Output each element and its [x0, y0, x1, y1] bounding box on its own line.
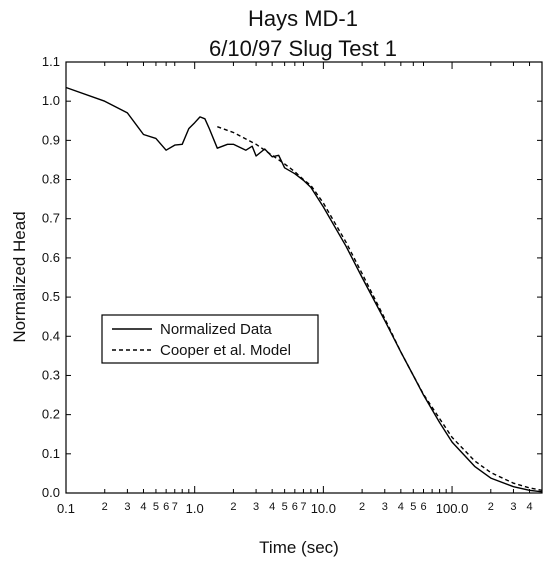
x-minor-tick-label: 6 [420, 501, 426, 513]
y-tick-label: 0.2 [42, 407, 60, 422]
x-minor-tick-label: 4 [526, 501, 532, 513]
x-tick-label: 1.0 [186, 501, 204, 516]
chart-ticks: 0.00.10.20.30.40.50.60.70.80.91.01.10.1 1… [42, 54, 542, 516]
y-tick-label: 0.7 [42, 211, 60, 226]
x-tick-label: 100.0 [436, 501, 469, 516]
x-minor-tick-label: 5 [410, 501, 416, 513]
y-tick-label: 0.1 [42, 446, 60, 461]
series-line-cooper-model [217, 126, 543, 491]
y-tick-label: 0.5 [42, 289, 60, 304]
chart-legend: Normalized Data Cooper et al. Model [101, 314, 319, 364]
x-minor-tick-label: 2 [230, 501, 236, 513]
x-minor-tick-label: 4 [140, 501, 146, 513]
x-minor-tick-label: 3 [382, 501, 388, 513]
x-tick-label: 10.0 [311, 501, 336, 516]
x-minor-tick-label: 2 [359, 501, 365, 513]
y-tick-label: 0.0 [42, 485, 60, 500]
x-minor-tick-label: 5 [282, 501, 288, 513]
x-minor-tick-label: 5 [153, 501, 159, 513]
x-axis-label: Time (sec) [259, 538, 339, 557]
y-tick-label: 1.1 [42, 54, 60, 69]
legend-label-cooper-model: Cooper et al. Model [160, 342, 291, 359]
plot-frame [65, 61, 543, 494]
chart-axes [65, 61, 543, 494]
x-minor-tick-label: 7 [300, 501, 306, 513]
chart-title: Hays MD-1 [247, 6, 358, 31]
x-minor-tick-label: 7 [172, 501, 178, 513]
x-minor-tick-label: 2 [102, 501, 108, 513]
x-minor-tick-label: 3 [124, 501, 130, 513]
y-tick-label: 0.9 [42, 132, 60, 147]
x-minor-tick-label: 3 [253, 501, 259, 513]
y-tick-label: 0.3 [42, 367, 60, 382]
chart-subtitle: 6/10/97 Slug Test 1 [209, 36, 397, 61]
y-tick-label: 0.4 [42, 328, 60, 343]
x-minor-tick-label: 6 [292, 501, 298, 513]
y-tick-label: 0.8 [42, 172, 60, 187]
x-minor-tick-label: 3 [510, 501, 516, 513]
chart-series [65, 86, 543, 493]
series-line-normalized-data [65, 86, 543, 493]
legend-label-normalized-data: Normalized Data [160, 321, 272, 338]
x-tick-label: 0.1 [57, 501, 75, 516]
y-axis-label: Normalized Head [10, 211, 29, 342]
x-minor-tick-label: 2 [488, 501, 494, 513]
x-minor-tick-label: 4 [269, 501, 275, 513]
y-tick-label: 1.0 [42, 93, 60, 108]
x-minor-tick-label: 4 [398, 501, 404, 513]
y-tick-label: 0.6 [42, 250, 60, 265]
legend-box [101, 314, 319, 364]
x-minor-tick-label: 6 [163, 501, 169, 513]
